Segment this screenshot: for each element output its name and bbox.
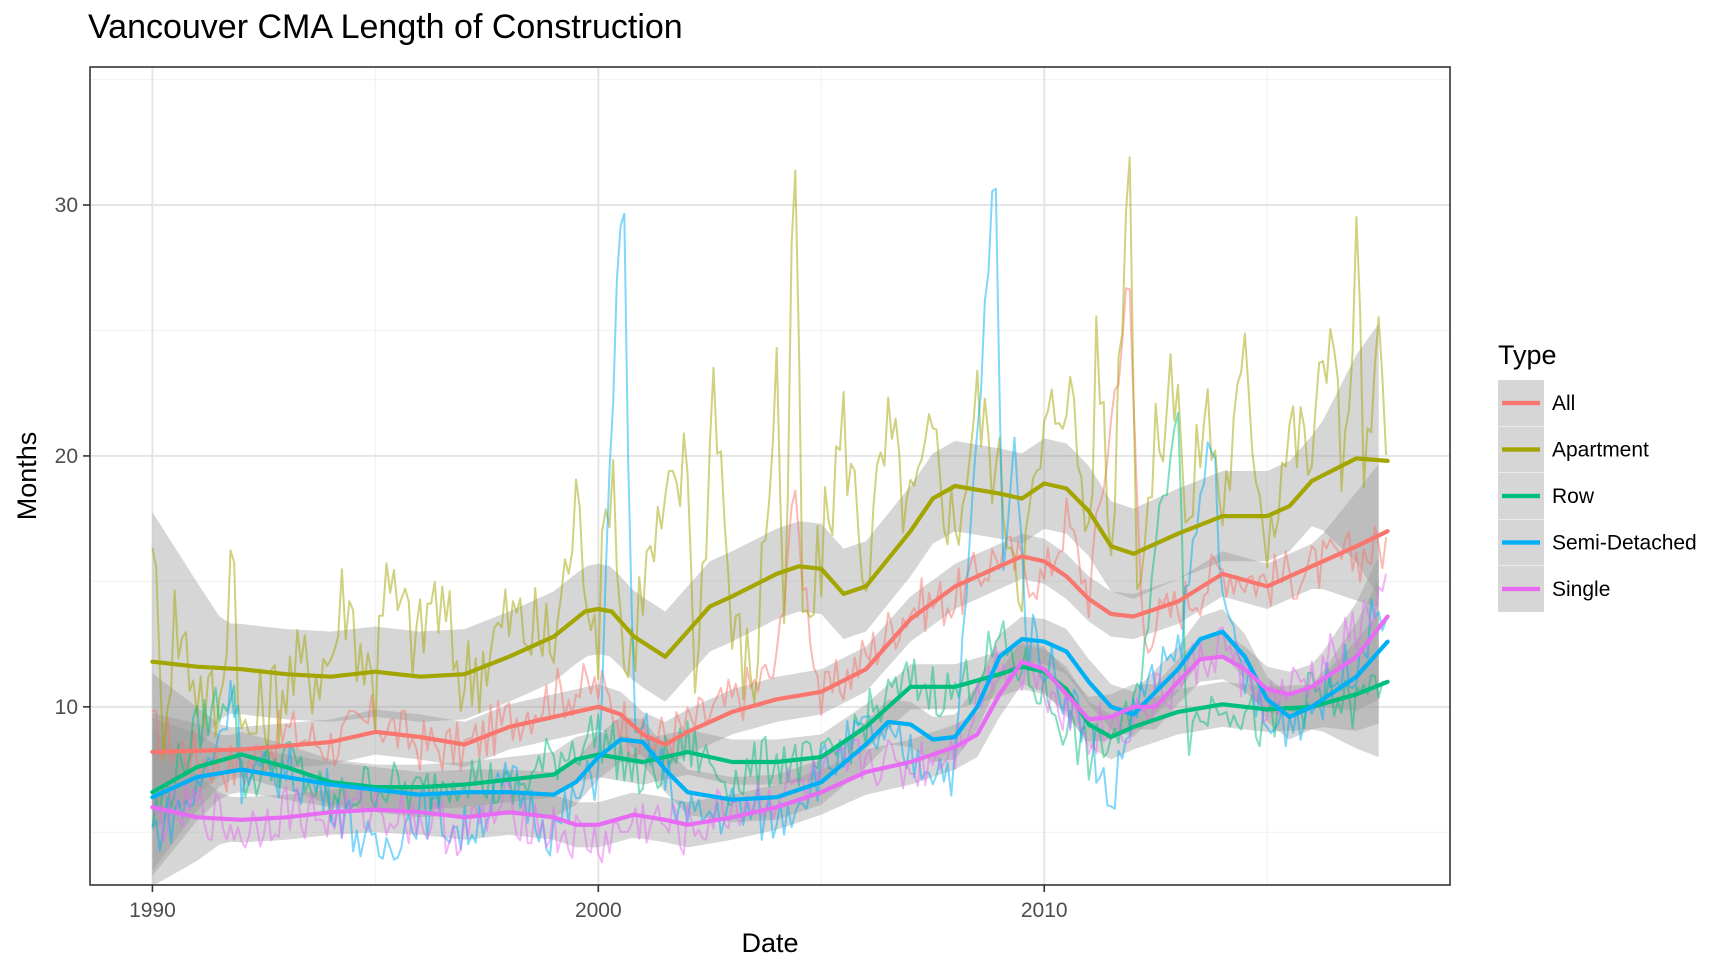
raw-line-all	[152, 287, 1388, 793]
y-axis-title: Months	[12, 432, 42, 521]
legend-label-apartment: Apartment	[1552, 439, 1649, 462]
trend-line-all	[150, 529, 1390, 755]
confidence-band-semi-detached	[152, 579, 1379, 876]
x-tick-label: 1990	[129, 899, 176, 922]
trend-line-semi-detached	[150, 629, 1390, 802]
legend-label-all: All	[1552, 392, 1575, 415]
x-tick-label: 2000	[575, 899, 622, 922]
chart-title: Vancouver CMA Length of Construction	[88, 8, 683, 46]
trend-line-row	[150, 664, 1390, 795]
y-tick-label: 30	[55, 194, 78, 217]
y-tick-label: 10	[55, 696, 78, 719]
raw-line-row	[151, 411, 1387, 828]
legend-label-semi-detached: Semi-Detached	[1552, 532, 1697, 555]
trend-line-single	[150, 614, 1390, 827]
trend-line-apartment	[150, 456, 1390, 679]
legend-label-row: Row	[1552, 485, 1595, 508]
confidence-band-single	[152, 556, 1379, 886]
y-tick-label: 20	[55, 445, 78, 468]
panel-border	[89, 66, 1451, 886]
raw-line-apartment	[151, 156, 1388, 761]
legend-title: Type	[1498, 340, 1557, 370]
legend: Type All Apartment Row Semi-Detached Single	[1498, 340, 1697, 612]
legend-label-single: Single	[1552, 578, 1610, 601]
x-axis-title: Date	[741, 928, 798, 958]
x-tick-label: 2010	[1021, 899, 1068, 922]
